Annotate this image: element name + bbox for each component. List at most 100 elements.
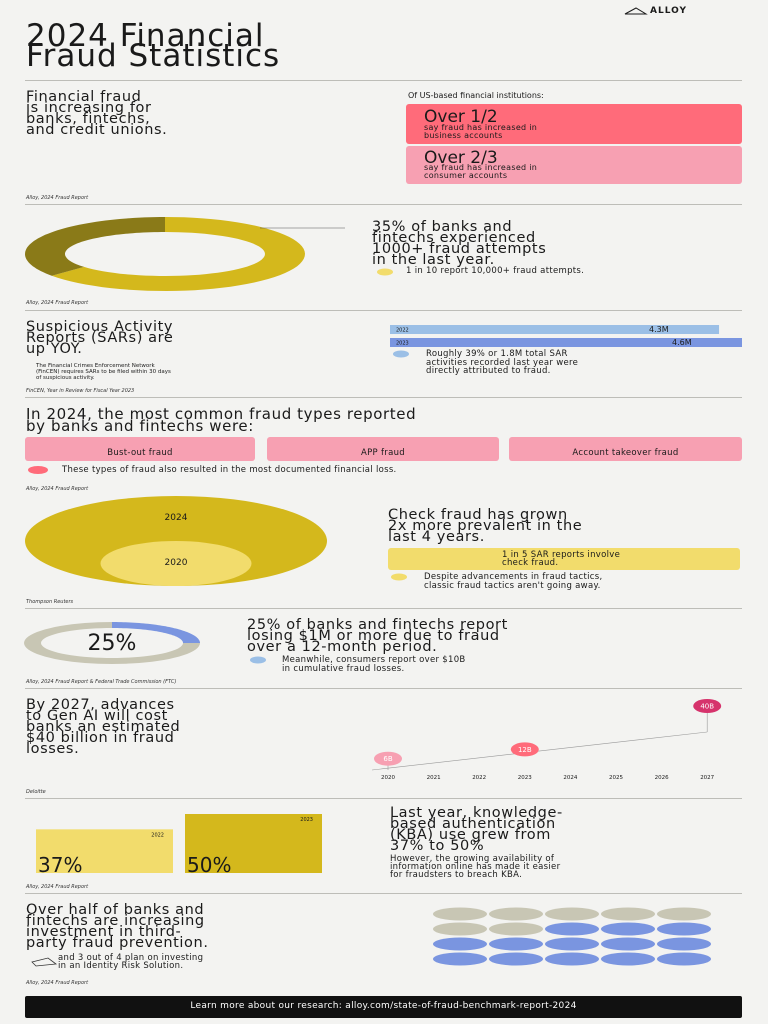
line: However, the growing availability of [390, 854, 555, 864]
data-label: 40B [700, 703, 714, 711]
note: Despite advancements in fraud tactics, c… [424, 573, 602, 590]
line: in cumulative fraud losses. [282, 663, 405, 674]
line: say fraud has increased in [424, 123, 538, 132]
line: check fraud. [502, 558, 559, 568]
data-bubble [374, 751, 402, 766]
divider [25, 608, 742, 609]
line: last 4 years. [388, 529, 485, 545]
dot [489, 937, 543, 951]
line: consumer accounts [424, 171, 508, 180]
source: Deloitte [26, 789, 46, 795]
line: party fraud prevention. [26, 935, 209, 951]
dot [601, 952, 655, 966]
headline: Suspicious Activity Reports (SARs) are u… [26, 319, 174, 357]
line: banks an estimated [26, 719, 181, 735]
divider [25, 798, 742, 799]
x-tick-label: 2023 [518, 775, 532, 781]
dot [433, 907, 487, 921]
source: Alloy, 2024 Fraud Report [26, 486, 89, 492]
line: for fraudsters to breach KBA. [390, 870, 523, 880]
note: However, the growing availability of inf… [390, 854, 560, 880]
line: activities recorded last year were [426, 357, 579, 368]
data-label: 6B [383, 755, 392, 763]
type-pill: APP fraud [267, 437, 499, 461]
line: In 2024, the most common fraud types rep… [26, 405, 417, 423]
icon [377, 268, 393, 276]
donut-rest [51, 217, 306, 291]
icon [391, 573, 407, 581]
bubble-label: 2024 [165, 513, 188, 523]
headline: Check fraud has grown 2x more prevalent … [388, 507, 582, 545]
data-label: 12B [518, 746, 532, 754]
line: Last year, knowledge- [390, 805, 563, 821]
line: Meanwhile, consumers report over $10B [282, 655, 466, 665]
headline: 25% of banks and fintechs report losing … [247, 617, 508, 655]
line: (KBA) use grew from [390, 827, 551, 843]
data-bubble [510, 742, 539, 757]
bar-category: 2023 [300, 817, 313, 823]
line: of suspicious activity. [36, 375, 95, 381]
donut-label: 25% [88, 631, 137, 656]
x-tick-label: 2020 [381, 775, 395, 781]
line: Despite advancements in fraud tactics, [424, 572, 603, 582]
type-pill: Bust-out fraud [25, 437, 255, 461]
box-text: 1 in 5 SAR reports involve check fraud. [502, 551, 620, 568]
x-tick-label: 2021 [427, 775, 441, 781]
logo [624, 7, 648, 15]
dot [601, 937, 655, 951]
source: Alloy, 2024 Fraud Report [26, 195, 89, 201]
donut-segment [112, 622, 200, 643]
divider [25, 397, 742, 398]
type-pill: Account takeover fraud [509, 437, 742, 461]
line: Suspicious Activity [26, 319, 174, 335]
divider [25, 80, 742, 81]
dot [657, 952, 711, 966]
dot [489, 952, 543, 966]
dot [601, 907, 655, 921]
note: Roughly 39% or 1.8M total SAR activities… [426, 350, 578, 376]
x-tick-label: 2027 [700, 775, 714, 781]
icon [28, 466, 48, 474]
baseline [371, 731, 708, 771]
card-text: say fraud has increased in business acco… [424, 124, 537, 140]
bar-value: 4.6M [672, 338, 692, 347]
line: Financial fraud [26, 89, 142, 105]
line: Over half of banks and [26, 902, 205, 918]
dot [601, 922, 655, 936]
dot [657, 937, 711, 951]
dot [433, 922, 487, 936]
source: Alloy, 2024 Fraud Report [26, 980, 89, 986]
headline: Last year, knowledge- based authenticati… [390, 805, 563, 854]
line: Check fraud has grown [388, 507, 568, 523]
donut-segment [25, 217, 165, 276]
bubble-label: 2020 [165, 558, 188, 568]
icon [31, 957, 58, 967]
brand: ALLOY [650, 6, 687, 16]
bar-category: 2022 [396, 328, 409, 334]
footer-link[interactable]: Learn more about our research: alloy.com… [190, 1001, 577, 1011]
line: fintechs are increasing [26, 913, 205, 929]
line: (FinCEN) requires SARs to be filed withi… [36, 369, 171, 375]
card-big: Over 1/2 [424, 107, 498, 127]
card-big: Over 2/3 [424, 148, 498, 168]
line: Roughly 39% or 1.8M total SAR [426, 349, 568, 359]
line: fintechs experienced [372, 230, 536, 246]
dot [657, 922, 711, 936]
divider [25, 310, 742, 311]
dot [489, 922, 543, 936]
dot [657, 907, 711, 921]
dot [433, 952, 487, 966]
dot [545, 952, 599, 966]
bar [185, 814, 322, 873]
line: to Gen AI will cost [26, 708, 168, 724]
bar-category: 2023 [396, 341, 409, 347]
line: and credit unions. [26, 122, 168, 138]
line: losing $1M or more due to fraud [247, 628, 500, 644]
title: 2024 Financial Fraud Statistics [26, 21, 280, 72]
footer-bar[interactable]: Learn more about our research: alloy.com… [25, 996, 742, 1018]
bubble [100, 541, 252, 586]
line: 25% of banks and fintechs report [247, 617, 508, 633]
bar-value: 4.3M [649, 325, 669, 334]
line: based authentication [390, 816, 556, 832]
type-label: APP fraud [361, 448, 405, 458]
